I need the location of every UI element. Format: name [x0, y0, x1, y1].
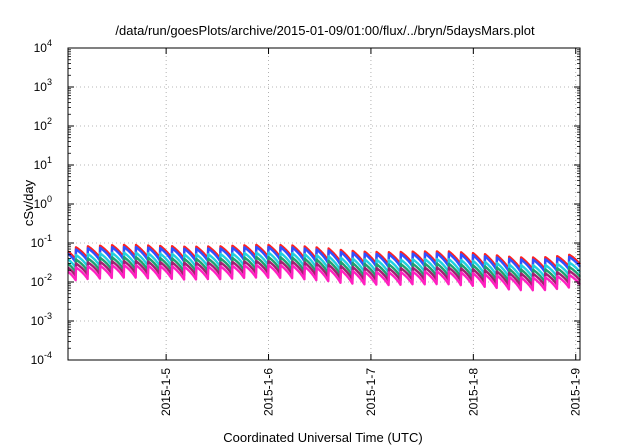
y-tick-label: 102	[34, 116, 52, 133]
x-axis: 2015-1-5 2015-1-6 2015-1-7 2015-1-8 2015-1-9	[159, 48, 583, 416]
series-line	[67, 263, 581, 292]
x-tick-label: 2015-1-9	[569, 368, 583, 416]
chart-title: /data/run/goesPlots/archive/2015-01-09/0…	[115, 23, 535, 38]
y-tick-label: 10-1	[31, 233, 52, 250]
y-tick-label: 104	[34, 38, 52, 55]
y-axis-label: cSv/day	[21, 179, 36, 226]
x-axis-label: Coordinated Universal Time (UTC)	[223, 430, 422, 445]
y-tick-label: 100	[34, 194, 52, 211]
series-line	[67, 259, 581, 288]
x-tick-label: 2015-1-5	[159, 368, 173, 416]
y-axis: 10-4 10-3 10-2 10-1 100 101 102 103 104	[31, 38, 580, 367]
y-tick-label: 10-2	[31, 272, 52, 289]
x-tick-label: 2015-1-7	[364, 368, 378, 416]
x-tick-label: 2015-1-6	[262, 368, 276, 416]
series-group	[67, 243, 581, 292]
y-tick-label: 10-4	[31, 350, 52, 367]
grid	[68, 48, 580, 360]
y-tick-label: 101	[34, 155, 52, 172]
y-tick-label: 10-3	[31, 311, 52, 328]
series-line	[67, 245, 581, 274]
x-tick-label: 2015-1-8	[466, 368, 480, 416]
series-line	[67, 255, 581, 284]
series-line	[67, 251, 581, 279]
series-line	[67, 243, 581, 271]
y-tick-label: 103	[34, 77, 52, 94]
